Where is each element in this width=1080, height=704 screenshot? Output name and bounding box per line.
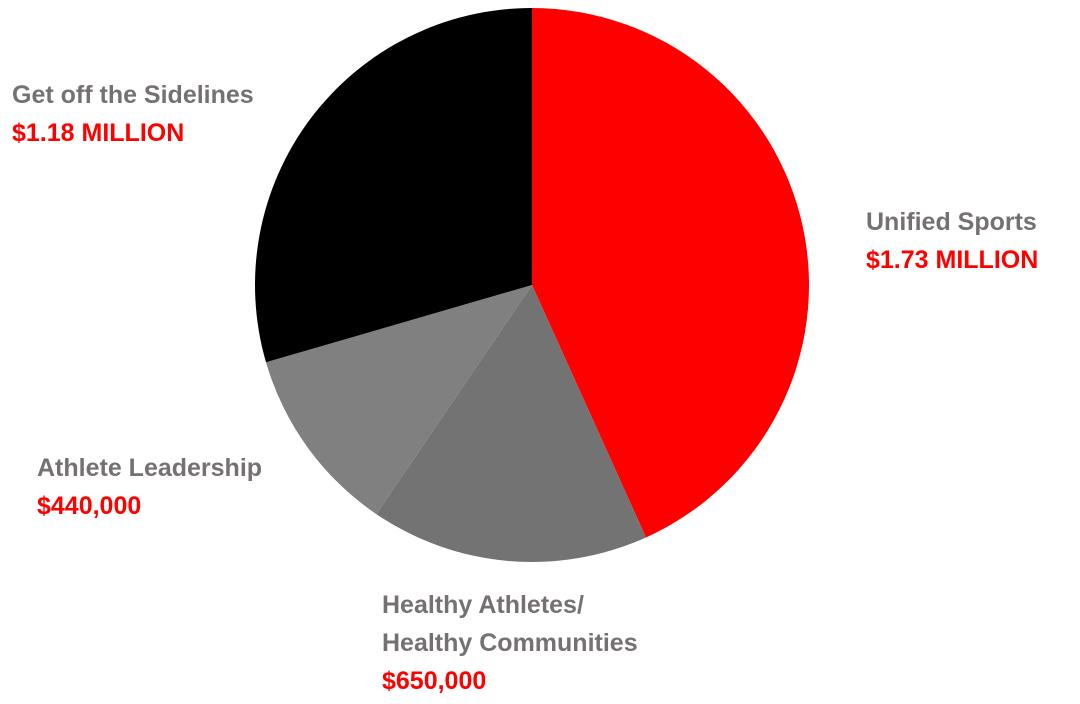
label-athlete-leadership: Athlete Leadership $440,000 bbox=[37, 449, 262, 525]
label-unified-sports: Unified Sports $1.73 MILLION bbox=[866, 203, 1038, 279]
pie-slice bbox=[532, 8, 810, 538]
label-get-off-the-sidelines: Get off the Sidelines $1.18 MILLION bbox=[12, 76, 254, 152]
slice-label-value: $1.73 MILLION bbox=[866, 246, 1039, 274]
pie-slice bbox=[376, 285, 646, 562]
slice-label-name-line1: Healthy Athletes/ bbox=[382, 591, 584, 619]
slice-label-name-line2: Healthy Communities bbox=[382, 629, 638, 657]
slice-label-value: $1.18 MILLION bbox=[12, 119, 185, 147]
slice-label-name: Get off the Sidelines bbox=[12, 81, 254, 109]
slice-label-value: $650,000 bbox=[382, 667, 487, 695]
pie-slice bbox=[265, 285, 532, 515]
slice-label-value: $440,000 bbox=[37, 492, 142, 520]
label-healthy-athletes-healthy-communities: Healthy Athletes/ Healthy Communities $6… bbox=[382, 586, 638, 700]
pie-slices bbox=[254, 8, 810, 562]
slice-label-name: Unified Sports bbox=[866, 208, 1037, 236]
pie-slice bbox=[254, 8, 532, 363]
slice-label-name: Athlete Leadership bbox=[37, 454, 263, 482]
